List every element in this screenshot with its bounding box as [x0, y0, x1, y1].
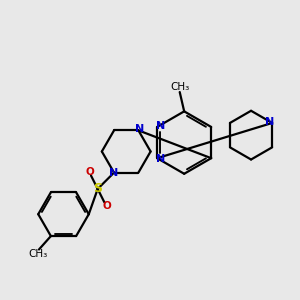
- Text: N: N: [135, 124, 144, 134]
- Text: CH₃: CH₃: [28, 249, 47, 259]
- Text: CH₃: CH₃: [170, 82, 189, 92]
- Text: N: N: [156, 154, 165, 164]
- Text: S: S: [93, 182, 102, 195]
- Text: O: O: [85, 167, 94, 177]
- Text: O: O: [102, 201, 111, 211]
- Text: N: N: [265, 117, 274, 128]
- Text: N: N: [109, 169, 118, 178]
- Text: N: N: [156, 122, 165, 131]
